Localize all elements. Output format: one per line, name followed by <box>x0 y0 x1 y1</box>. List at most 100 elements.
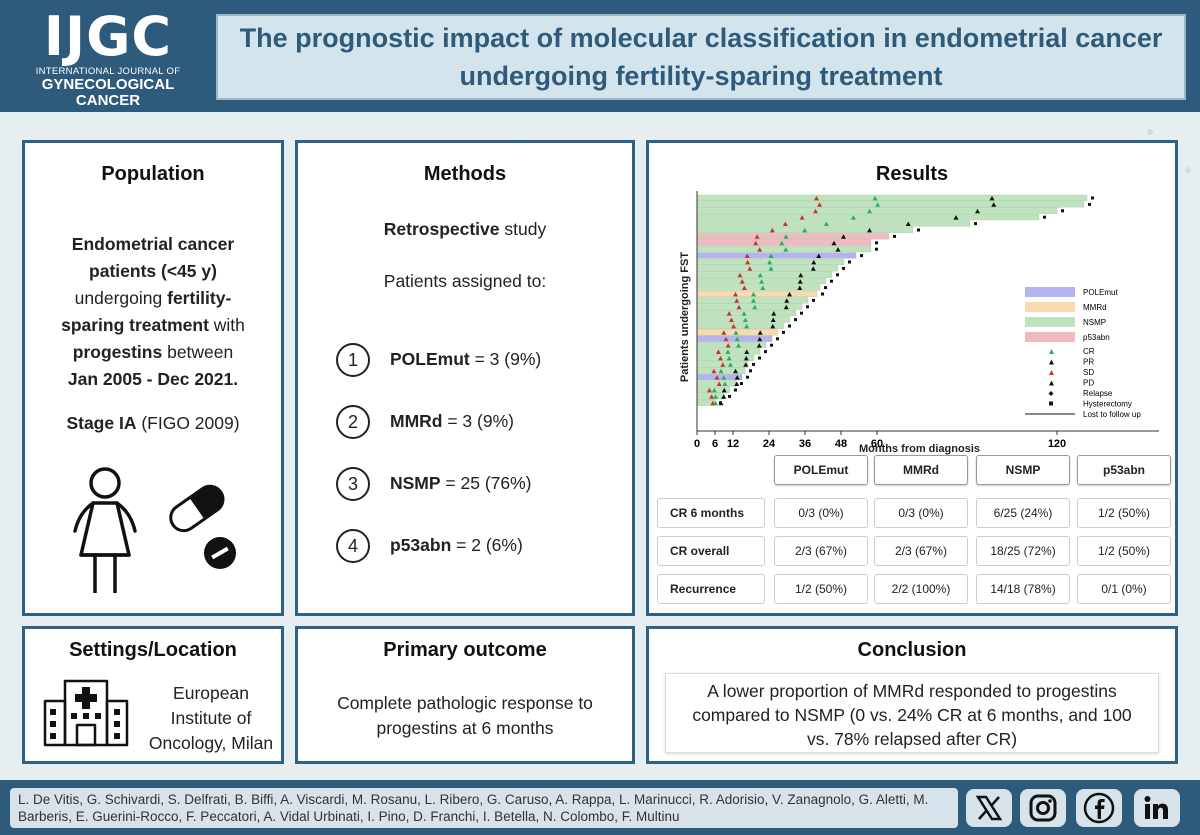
swimmer-bar <box>696 252 857 259</box>
hysterectomy-marker <box>848 260 851 264</box>
response-marker <box>718 400 724 406</box>
journal-logo: IJGC INTERNATIONAL JOURNAL OF GYNECOLOGI… <box>18 5 198 109</box>
response-marker <box>771 311 777 316</box>
hysterectomy-marker <box>782 330 785 334</box>
response-marker <box>743 355 749 361</box>
title-line-2: undergoing fertility-sparing treatment <box>459 61 943 91</box>
hysterectomy-marker <box>734 388 737 392</box>
title-box: The prognostic impact of molecular class… <box>216 14 1186 100</box>
response-marker <box>751 291 756 297</box>
legend-marker <box>1049 370 1054 375</box>
response-marker <box>757 336 763 342</box>
hysterectomy-marker <box>812 298 815 302</box>
response-marker <box>835 247 841 252</box>
response-marker <box>713 394 719 399</box>
hysterectomy-marker <box>842 266 845 270</box>
legend-marker <box>1049 349 1054 354</box>
swimmer-bar <box>696 342 767 349</box>
response-marker <box>813 208 818 214</box>
response-marker <box>756 343 762 348</box>
group-number: 3 <box>336 467 370 501</box>
hysterectomy-marker <box>728 394 731 398</box>
response-marker <box>752 304 758 310</box>
response-marker <box>744 253 750 258</box>
study-type-rest: study <box>499 219 547 239</box>
methods-panel: Methods Retrospective study Patients ass… <box>295 140 635 616</box>
hysterectomy-marker <box>1043 215 1046 219</box>
response-marker <box>814 195 819 201</box>
population-stage: Stage IA (FIGO 2009) <box>25 413 281 434</box>
response-marker <box>787 291 792 297</box>
response-marker <box>753 240 759 246</box>
response-marker <box>711 387 717 393</box>
chart-xlabel: Months from diagnosis <box>859 443 980 455</box>
settings-location: European Institute of Oncology, Milan <box>141 681 281 756</box>
facebook-button[interactable] <box>1076 789 1122 827</box>
response-marker <box>716 381 722 386</box>
response-marker <box>721 387 727 393</box>
response-marker <box>715 349 721 354</box>
hysterectomy-marker <box>836 273 839 277</box>
instagram-icon <box>1029 794 1057 822</box>
group-value: = 2 (6%) <box>451 535 523 555</box>
group-number: 2 <box>336 405 370 439</box>
logo-acronym: IJGC <box>43 5 173 68</box>
response-marker <box>734 381 740 386</box>
table-cell: 1/2 (50%) <box>774 574 868 604</box>
population-heading: Population <box>101 163 205 185</box>
linkedin-button[interactable] <box>1134 789 1180 827</box>
author-list: L. De Vitis, G. Schivardi, S. Delfrati, … <box>10 788 958 828</box>
response-marker <box>953 215 959 220</box>
group-value: = 25 (76%) <box>440 473 532 493</box>
response-marker <box>798 272 804 278</box>
swimmer-bar <box>696 220 971 227</box>
table-cell: 2/3 (67%) <box>874 536 968 566</box>
hysterectomy-marker <box>1091 196 1094 200</box>
hysterectomy-marker <box>974 222 977 226</box>
response-marker <box>726 311 732 316</box>
table-cell: 0/3 (0%) <box>774 498 868 528</box>
response-marker <box>816 253 822 258</box>
population-text: Endometrial cancer patients (<45 y) underg… <box>25 231 281 393</box>
legend-marker <box>1049 401 1053 406</box>
settings-panel: Settings/Location European Institute of … <box>22 626 284 764</box>
table-cell: 0/3 (0%) <box>874 498 968 528</box>
response-marker <box>737 272 743 278</box>
response-marker <box>867 208 872 214</box>
response-marker <box>797 285 803 290</box>
x-tick-label: 48 <box>835 438 847 450</box>
linkedin-icon <box>1144 796 1168 819</box>
outcome-text: Complete pathologic response to progesti… <box>298 691 632 741</box>
hysterectomy-marker <box>830 279 833 283</box>
x-button[interactable] <box>966 789 1012 827</box>
response-marker <box>734 298 740 303</box>
response-marker <box>784 298 790 303</box>
hysterectomy-marker <box>1061 209 1064 213</box>
swimmer-bar <box>696 201 1085 208</box>
table-row-label: Recurrence <box>657 574 765 604</box>
study-type-bold: Retrospective <box>383 219 500 239</box>
legend-label: p53abn <box>1083 333 1110 342</box>
hysterectomy-marker <box>794 318 797 322</box>
response-marker <box>709 394 715 399</box>
conclusion-box: A lower proportion of MMRd responded to … <box>665 673 1159 753</box>
legend-swatch <box>1025 317 1075 327</box>
response-marker <box>782 221 788 226</box>
response-marker <box>734 336 740 342</box>
population-panel: Population Endometrial cancer patients (<… <box>22 140 284 616</box>
table-cell: 6/25 (24%) <box>976 498 1070 528</box>
hysterectomy-marker <box>758 356 761 360</box>
hysterectomy-marker <box>800 311 803 315</box>
group-number: 4 <box>336 529 370 563</box>
response-marker <box>731 323 737 329</box>
conclusion-panel: Conclusion A lower proportion of MMRd re… <box>646 626 1178 764</box>
table-cell: 18/25 (72%) <box>976 536 1070 566</box>
response-marker <box>721 394 727 399</box>
table-row-label: CR 6 months <box>657 498 765 528</box>
legend-label: Lost to follow up <box>1083 410 1141 419</box>
settings-line: European <box>173 683 249 703</box>
hospital-icon <box>43 679 129 747</box>
results-panel: Results Patients undergoing FST 0 6 12 24 36… <box>646 140 1178 616</box>
response-marker <box>810 266 816 271</box>
instagram-button[interactable] <box>1020 789 1066 827</box>
